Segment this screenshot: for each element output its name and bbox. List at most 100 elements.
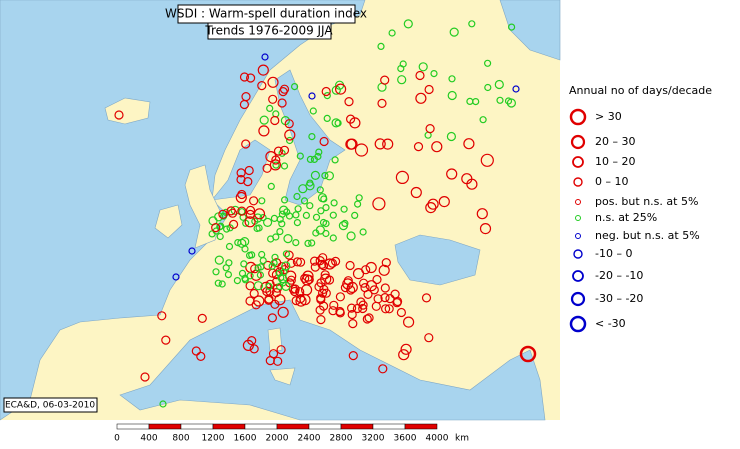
station [335, 83, 347, 95]
stations [114, 19, 537, 408]
station [268, 94, 278, 104]
station [346, 231, 356, 241]
legend-label: n.s. at 25% [595, 211, 657, 224]
legend-symbol [573, 249, 583, 259]
station [329, 300, 339, 310]
station [323, 114, 331, 123]
station [316, 293, 326, 303]
scale-label: 3600 [394, 434, 417, 444]
station [114, 110, 124, 120]
scale-label: 0 [114, 434, 120, 444]
station [381, 258, 391, 268]
station [214, 255, 224, 265]
station [351, 211, 359, 219]
legend-symbol [570, 134, 586, 150]
station [418, 62, 428, 72]
station [319, 301, 329, 311]
station [216, 223, 224, 231]
station [159, 400, 167, 408]
station [302, 270, 314, 282]
station [319, 261, 329, 271]
station [278, 220, 286, 228]
station [240, 260, 248, 268]
station [277, 262, 287, 272]
station [329, 211, 337, 219]
scale-segment [372, 423, 406, 430]
station [188, 247, 196, 255]
station [266, 104, 274, 113]
station [191, 346, 201, 356]
scale-label: 400 [140, 434, 157, 444]
station [431, 141, 443, 153]
station [216, 232, 224, 241]
station [320, 195, 328, 203]
station [447, 90, 457, 101]
scale-label: 1600 [234, 434, 257, 444]
station [340, 283, 350, 293]
station [415, 92, 427, 104]
station [380, 75, 390, 85]
legend-label: < -30 [595, 317, 626, 330]
legend-symbol [569, 315, 587, 333]
station [281, 281, 291, 291]
station [372, 197, 386, 211]
scale-unit: km [455, 434, 469, 444]
station [321, 288, 331, 298]
station [494, 79, 504, 90]
station [279, 145, 290, 155]
station [241, 139, 251, 149]
station [286, 258, 296, 268]
station [346, 114, 356, 124]
scale-segment [276, 423, 310, 430]
scale-segment [308, 423, 342, 430]
station [270, 214, 278, 222]
station [496, 96, 504, 104]
station [316, 315, 326, 325]
legend-symbol [569, 108, 587, 126]
station [292, 211, 300, 219]
station [238, 269, 247, 277]
station [241, 91, 251, 102]
station [140, 372, 150, 382]
scale-bar: 0 400 800 1200 1600 2000 2400 2800 3200 3600 4000 k… [114, 423, 469, 444]
legend-label: > 30 [595, 110, 622, 123]
station [281, 261, 291, 271]
station [278, 210, 286, 218]
station [308, 92, 316, 100]
station [279, 205, 289, 215]
station [293, 219, 301, 227]
station [358, 303, 368, 314]
station [284, 129, 296, 141]
station [256, 271, 264, 279]
station [374, 138, 386, 150]
station [241, 276, 249, 284]
scale-label: 1200 [202, 434, 225, 444]
station [484, 59, 492, 67]
station [480, 153, 494, 167]
station [309, 107, 317, 115]
station [371, 301, 381, 311]
station [280, 162, 289, 170]
station [321, 86, 331, 97]
station [257, 263, 265, 271]
station [327, 258, 337, 268]
station [172, 273, 180, 281]
legend-label: -30 – -20 [595, 292, 643, 305]
station [257, 80, 267, 91]
station [243, 177, 253, 187]
station [292, 239, 300, 247]
station [296, 152, 304, 160]
station [257, 64, 269, 76]
station [251, 300, 261, 310]
station [218, 280, 226, 288]
station [347, 303, 357, 313]
station [388, 29, 396, 37]
station [225, 259, 233, 267]
legend-label: -20 – -10 [595, 269, 643, 282]
station [331, 118, 341, 128]
station [268, 262, 276, 270]
station [267, 313, 277, 323]
station [236, 168, 246, 178]
station [196, 351, 206, 361]
station [322, 204, 330, 212]
